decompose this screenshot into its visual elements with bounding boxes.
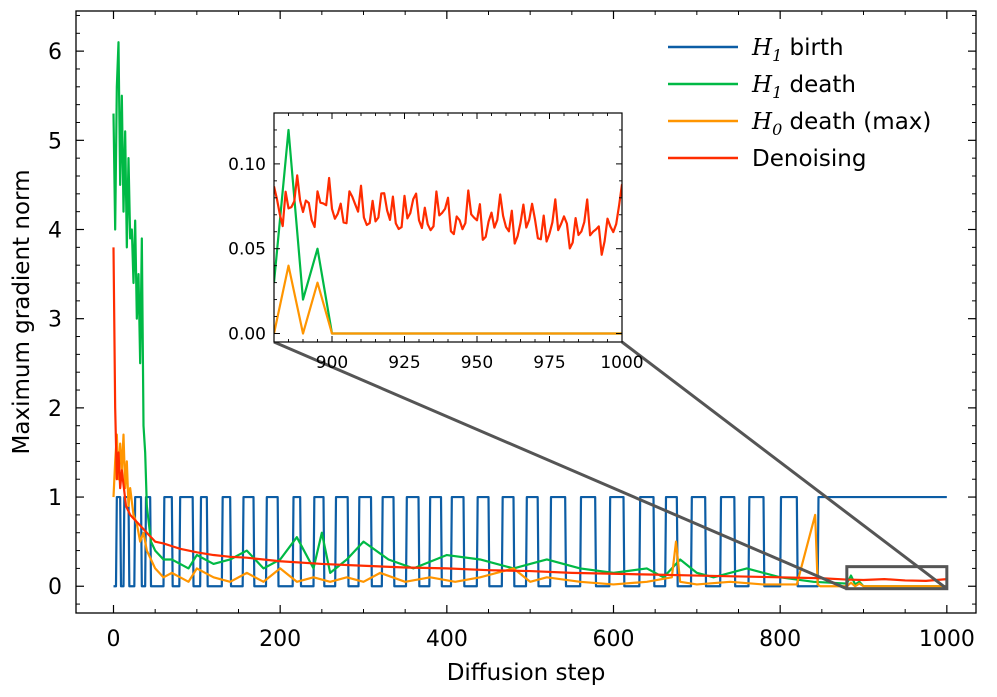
series-line-0 [113, 495, 947, 588]
inset-x-tick-label: 1000 [600, 353, 643, 373]
inset-y-tick-label: 0.10 [228, 155, 266, 175]
inset-plot: 900 925 950 975 1000 0.00 0.05 0.10 [228, 112, 644, 373]
plot-frame [75, 10, 977, 614]
legend-entry-2: H0 death (max) [751, 109, 931, 139]
y-tick-label: 0 [48, 575, 62, 600]
x-tick-label: 1000 [919, 627, 975, 652]
y-tick-label: 3 [48, 308, 62, 333]
inset-x-tick-label: 900 [316, 353, 348, 373]
legend-entry-3: Denoising [752, 146, 866, 172]
x-tick-label: 400 [426, 627, 468, 652]
y-axis-label: Maximum gradient norm [9, 170, 35, 455]
y-tick-label: 5 [48, 129, 62, 154]
x-axis-label: Diffusion step [447, 660, 606, 686]
inset-series-line-2 [274, 264, 622, 335]
y-tick-label: 6 [48, 40, 62, 65]
main-axes: 0 200 400 600 800 1000 0 1 2 3 4 5 6 [48, 10, 977, 652]
series-line-3 [112, 247, 947, 582]
inset-x-tick-label: 925 [388, 353, 420, 373]
legend: H1 birth H1 death H0 death (max) Denoising [668, 35, 931, 172]
x-tick-label: 600 [593, 627, 635, 652]
inset-y-tick-label: 0.00 [228, 325, 266, 345]
inset-x-tick-label: 950 [461, 353, 493, 373]
series-line-1 [112, 41, 947, 588]
main-plot-lines [112, 41, 947, 588]
series-line-2 [112, 433, 947, 588]
legend-entry-0: H1 birth [751, 35, 844, 65]
x-tick-label: 200 [259, 627, 301, 652]
inset-x-tick-label: 975 [533, 353, 565, 373]
legend-entry-1: H1 death [751, 72, 856, 102]
y-tick-label: 4 [48, 219, 62, 244]
y-tick-label: 1 [48, 486, 62, 511]
zoom-indicator [273, 340, 949, 591]
inset-series-line-3 [274, 174, 622, 256]
x-tick-label: 0 [107, 627, 121, 652]
inset-y-tick-label: 0.05 [228, 240, 266, 260]
y-tick-label: 2 [48, 397, 62, 422]
zoom-region-box [845, 565, 949, 591]
x-tick-label: 800 [759, 627, 801, 652]
